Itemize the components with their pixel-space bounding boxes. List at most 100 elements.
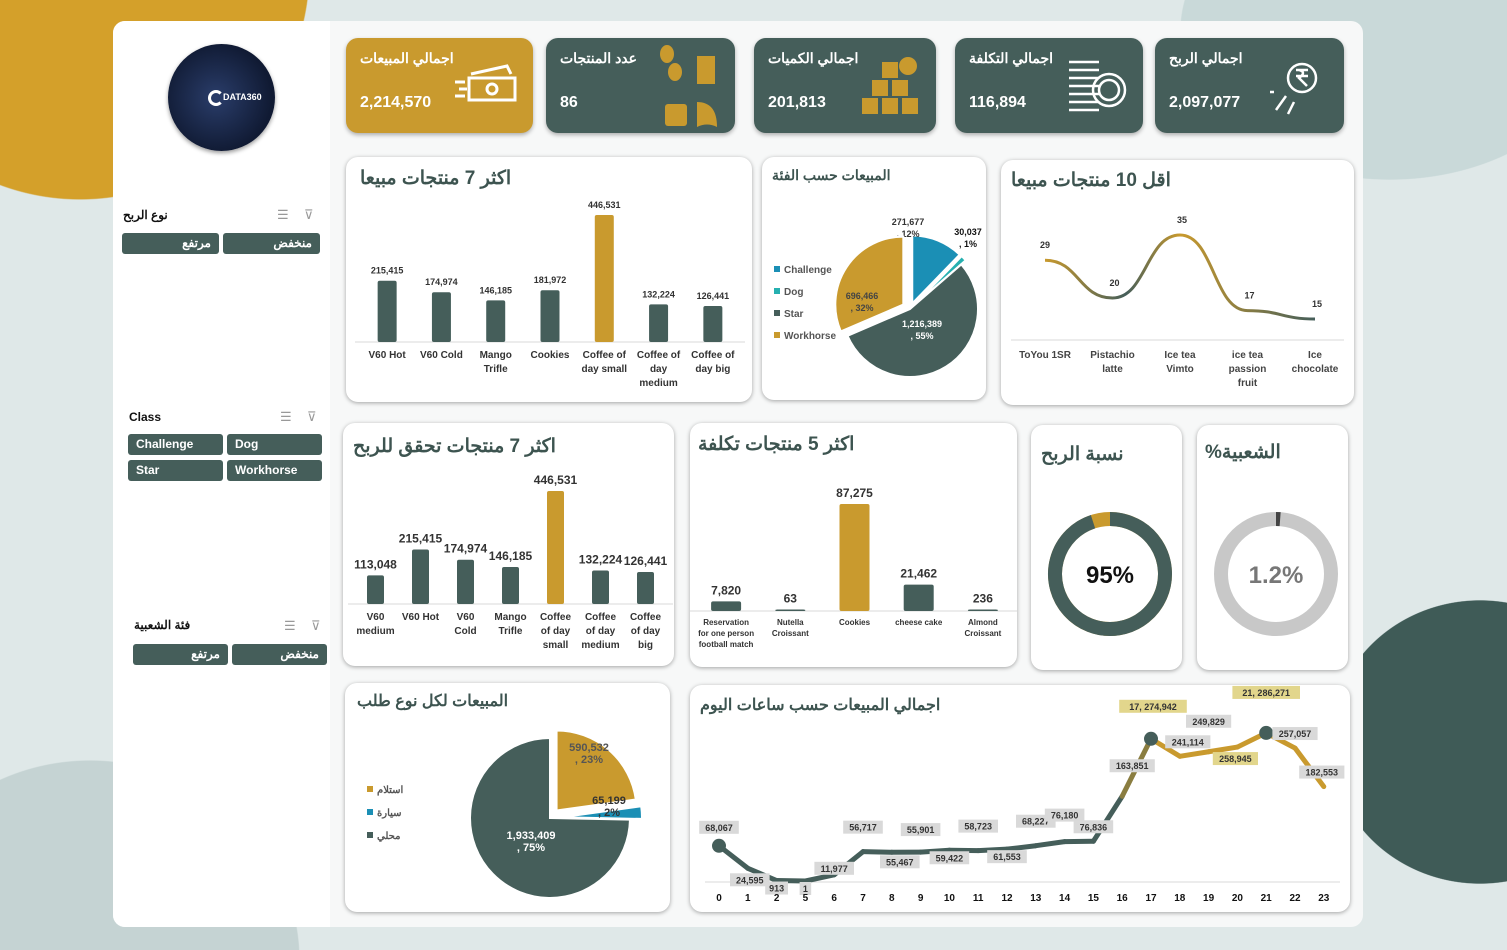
x-tick-label: 18: [1174, 893, 1186, 904]
data-label: 446,531: [588, 200, 621, 210]
slicer-item-high[interactable]: مرتفع: [122, 233, 219, 254]
data-label: 249,829: [1192, 717, 1225, 727]
chart-profit-ratio: نسبة الربح 95%: [1031, 425, 1182, 670]
data-label: , 23%: [575, 754, 603, 766]
data-label: 590,532: [569, 742, 609, 754]
category-label: latte: [1102, 364, 1123, 375]
multi-select-icon[interactable]: ☰: [284, 618, 296, 633]
chart-sales-by-class: المبيعات حسب الفئة 271,677 , 12% 30,037 , 1…: [762, 157, 986, 400]
data-label-box: [1165, 735, 1211, 749]
data-label: 113,048: [354, 557, 397, 571]
data-label: 68,067: [705, 823, 733, 833]
slicer-title: Class: [129, 410, 162, 424]
category-label: of day: [586, 626, 616, 637]
x-tick-label: 0: [716, 893, 722, 904]
data-label: 11,977: [821, 864, 848, 874]
kpi-title: اجمالي المبيعات: [360, 50, 454, 66]
category-label: V60 Hot: [402, 612, 440, 623]
bar: [412, 549, 429, 604]
data-label: 146,185: [489, 549, 533, 563]
data-label: 132,224: [579, 553, 623, 567]
slicer-item-star[interactable]: Star: [128, 460, 223, 481]
chart-title: اكثر 7 منتجات تحقق للربح: [353, 436, 556, 457]
legend-swatch: [774, 310, 780, 316]
data-label: 913: [769, 884, 784, 894]
category-label: day small: [581, 364, 627, 375]
logo-mark-icon: [208, 90, 224, 106]
x-tick-label: 5: [803, 893, 809, 904]
x-tick-label: 7: [860, 893, 866, 904]
kpi-product-count: عدد المنتجات 86: [546, 38, 735, 133]
data-label: 446,531: [534, 473, 578, 487]
category-label: small: [543, 640, 569, 651]
x-tick-label: 21: [1261, 893, 1273, 904]
data-label-box: [1119, 699, 1187, 713]
bar: [431, 292, 451, 342]
category-label: Mango: [480, 350, 512, 361]
category-label: passion: [1229, 364, 1267, 375]
data-label: 182,553: [1306, 768, 1339, 778]
category-label: V60: [457, 612, 475, 623]
series-segment: [1177, 749, 1212, 759]
data-label: 21,462: [900, 567, 937, 581]
category-label: of day: [541, 626, 571, 637]
data-label: 146,185: [479, 285, 512, 295]
kpi-total-profit: اجمالي الربح 2,097,077: [1155, 38, 1344, 133]
clear-filter-icon[interactable]: ⊽: [307, 409, 317, 424]
data-label: 30,037: [954, 227, 982, 237]
legend-label: محلي: [377, 831, 400, 842]
highlight-marker: [1144, 731, 1158, 746]
slicer-item-dog[interactable]: Dog: [227, 434, 322, 455]
legend-swatch: [367, 832, 373, 838]
kpi-total-sales: اجمالي المبيعات 2,214,570: [346, 38, 533, 133]
rupee-icon: [1270, 62, 1318, 115]
donut-fill: [1048, 512, 1172, 636]
kpi-value: 2,214,570: [360, 94, 432, 111]
data-label-box: [958, 819, 998, 833]
data-label: 271,677: [892, 217, 925, 227]
slicer-item-low[interactable]: منخفض: [232, 644, 327, 665]
data-label: 174,974: [444, 542, 488, 556]
kpi-value: 2,097,077: [1169, 94, 1241, 111]
multi-select-icon[interactable]: ☰: [277, 207, 289, 222]
chart-title: نسبة الربح: [1041, 444, 1124, 465]
category-label: of day: [631, 626, 661, 637]
series-segment: [918, 847, 952, 855]
data-label: 241,114: [1172, 737, 1204, 747]
donut-value: 95%: [1086, 562, 1134, 589]
slicer-item-workhorse[interactable]: Workhorse: [227, 460, 322, 481]
bar: [637, 572, 654, 604]
x-tick-label: 8: [889, 893, 895, 904]
category-label: fruit: [1238, 378, 1258, 389]
chart-top5-cost: اكثر 5 منتجات تكلفة 7,820 Reservation for …: [690, 423, 1017, 667]
data-label: 55,901: [907, 825, 935, 835]
data-label: 63: [784, 592, 798, 606]
legend-label: Dog: [784, 287, 803, 298]
data-label: 29: [1040, 240, 1050, 250]
x-tick-label: 22: [1289, 893, 1301, 904]
data-label: 215,415: [371, 266, 404, 276]
data-label: 17: [1244, 291, 1254, 301]
legend-label: استلام: [377, 785, 404, 796]
kpi-value: 86: [560, 94, 578, 111]
series-segment: [1033, 839, 1068, 849]
data-label: 126,441: [624, 554, 668, 568]
category-label: Coffee: [630, 612, 662, 623]
clear-filter-icon[interactable]: ⊽: [304, 207, 314, 222]
slicer-item-high[interactable]: مرتفع: [133, 644, 228, 665]
data-label: 76,836: [1080, 822, 1108, 832]
data-label: 163,851: [1116, 761, 1149, 771]
slicer-item-low[interactable]: منخفض: [223, 233, 320, 254]
multi-select-icon[interactable]: ☰: [280, 409, 292, 424]
data-label: 56,717: [849, 823, 877, 833]
slicer-item-challenge[interactable]: Challenge: [128, 434, 223, 455]
data-label: 68,227: [1022, 817, 1050, 827]
category-label: Vimto: [1166, 364, 1194, 375]
boxes-icon: [862, 57, 918, 114]
coffee-products-icon: [660, 45, 717, 127]
clear-filter-icon[interactable]: ⊽: [311, 618, 321, 633]
data-label: 20: [1109, 278, 1119, 288]
chart-top7-profit: اكثر 7 منتجات تحقق للربح 113,048 V60 mediu…: [343, 423, 674, 666]
category-label: Nutella: [777, 618, 804, 627]
legend-swatch: [367, 809, 373, 815]
